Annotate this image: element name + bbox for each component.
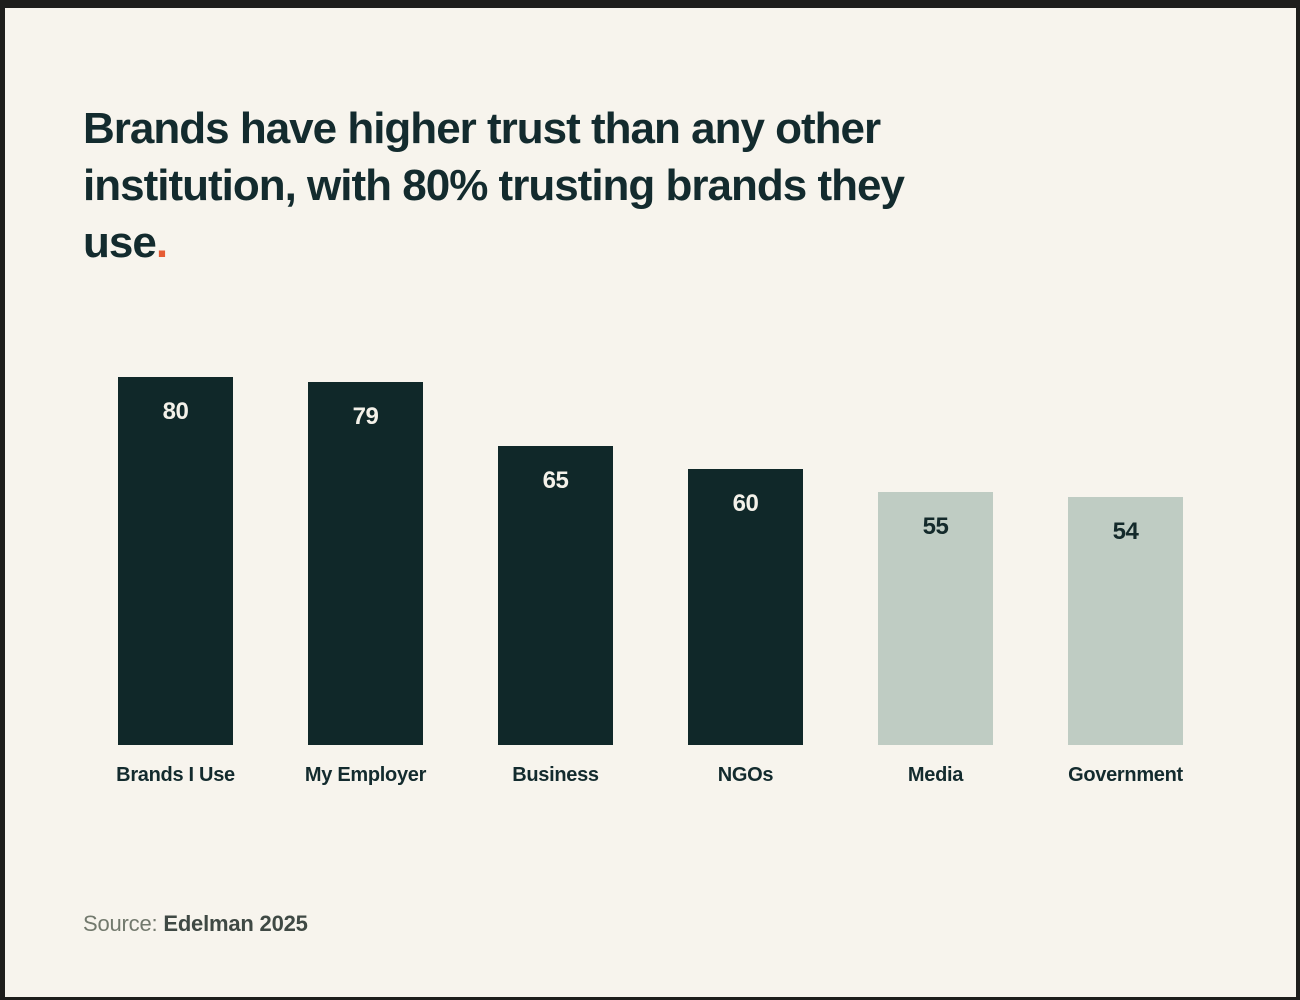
title-line-3: use. bbox=[83, 214, 904, 271]
source-name: Edelman 2025 bbox=[163, 911, 308, 936]
source-line: Source: Edelman 2025 bbox=[83, 911, 308, 937]
bar-value-label: 60 bbox=[732, 490, 759, 517]
x-axis-label: Brands I Use bbox=[116, 764, 235, 786]
bar-area: 54 bbox=[1068, 377, 1183, 745]
x-axis-label: My Employer bbox=[304, 764, 427, 786]
bar-value-label: 54 bbox=[1112, 518, 1139, 545]
title-line-2: institution, with 80% trusting brands th… bbox=[83, 161, 905, 211]
bar: 65 bbox=[498, 446, 613, 745]
bar-column: 60 NGOs bbox=[688, 377, 803, 787]
bar: 55 bbox=[878, 492, 993, 745]
title-line-3-text: use bbox=[83, 218, 157, 268]
bar: 79 bbox=[308, 382, 423, 745]
title-period-accent: . bbox=[155, 218, 168, 268]
chart-title: Brands have higher trust than any other … bbox=[83, 100, 905, 271]
bar: 60 bbox=[688, 469, 803, 745]
title-line-1: Brands have higher trust than any other bbox=[83, 104, 881, 154]
x-axis-label: Business bbox=[512, 764, 599, 786]
bar: 80 bbox=[118, 377, 233, 745]
bar-value-label: 65 bbox=[542, 467, 569, 494]
source-label: Source: bbox=[83, 911, 164, 936]
bar-value-label: 80 bbox=[162, 398, 189, 425]
bar-area: 65 bbox=[498, 377, 613, 745]
x-axis-label: Government bbox=[1068, 764, 1183, 786]
bar-value-label: 79 bbox=[352, 403, 379, 430]
bar-column: 55 Media bbox=[878, 377, 993, 787]
bar: 54 bbox=[1068, 497, 1183, 745]
bar-column: 65 Business bbox=[498, 377, 613, 787]
x-axis-label: Media bbox=[907, 764, 964, 786]
bar-area: 79 bbox=[308, 377, 423, 745]
bar-chart: 80 Brands I Use 79 My Employer 65 Business 60 N… bbox=[116, 377, 1183, 787]
bar-column: 80 Brands I Use bbox=[116, 377, 235, 787]
bar-area: 55 bbox=[878, 377, 993, 745]
bar-column: 54 Government bbox=[1068, 377, 1183, 787]
bar-area: 80 bbox=[118, 377, 233, 745]
x-axis-label: NGOs bbox=[717, 764, 774, 786]
bar-area: 60 bbox=[688, 377, 803, 745]
bar-column: 79 My Employer bbox=[304, 377, 427, 787]
bar-value-label: 55 bbox=[922, 513, 949, 540]
